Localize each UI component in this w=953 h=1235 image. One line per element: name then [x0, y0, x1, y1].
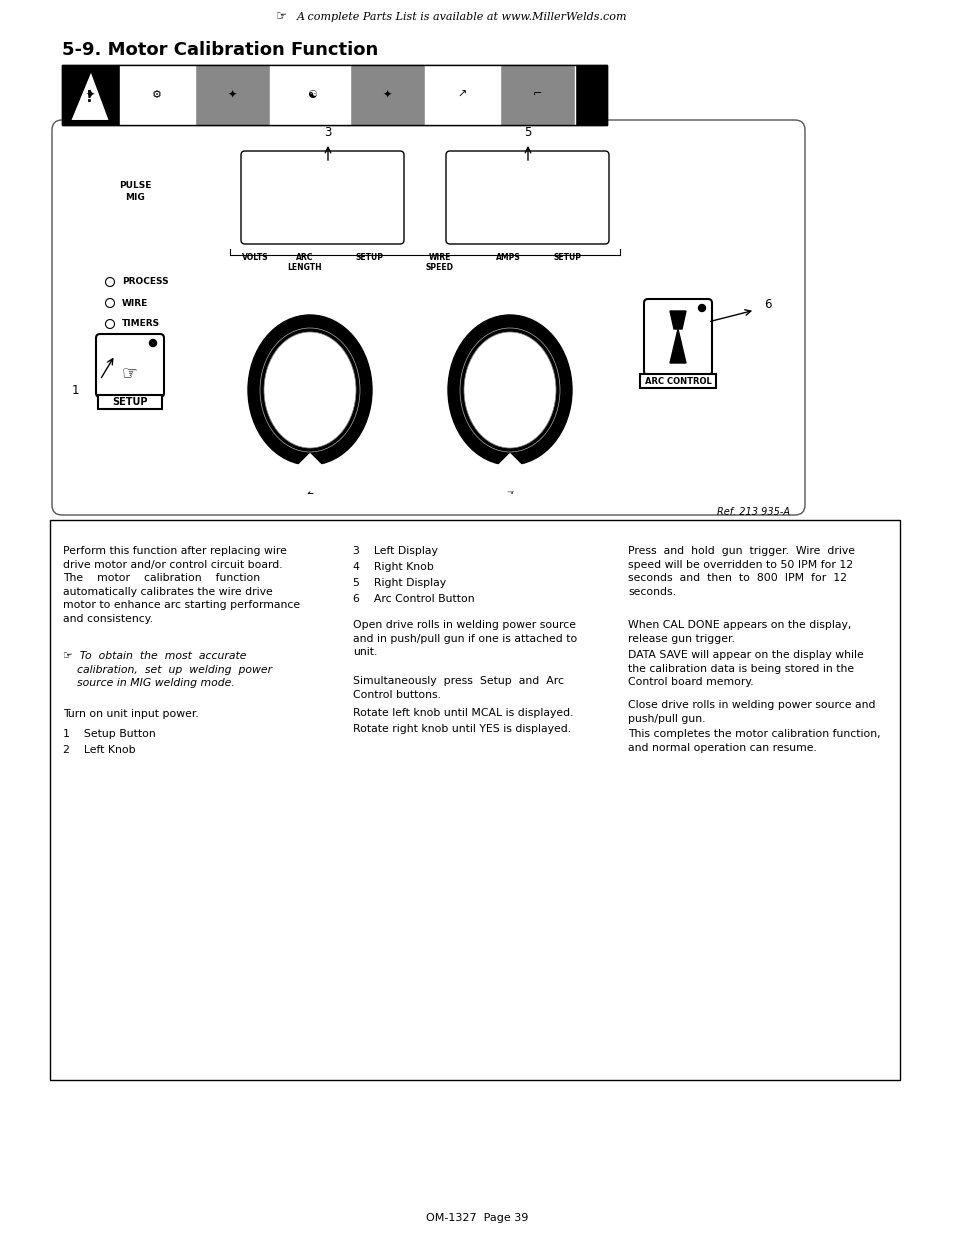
Text: ☞: ☞	[276, 11, 287, 23]
Text: SETUP: SETUP	[355, 253, 384, 262]
Bar	[194, 65, 270, 125]
Text: ✦: ✦	[382, 90, 392, 100]
Text: 1    Setup Button: 1 Setup Button	[63, 729, 155, 739]
Polygon shape	[70, 70, 110, 121]
Text: ✦: ✦	[227, 90, 236, 100]
Text: 6: 6	[763, 299, 771, 311]
FancyBboxPatch shape	[643, 299, 711, 375]
Text: This completes the motor calibration function,
and normal operation can resume.: This completes the motor calibration fun…	[627, 729, 880, 752]
Bar	[120, 65, 194, 125]
Text: AMPS: AMPS	[496, 253, 519, 262]
Bar	[62, 65, 606, 125]
Circle shape	[106, 299, 114, 308]
Text: A complete Parts List is available at www.MillerWelds.com: A complete Parts List is available at ww…	[296, 12, 627, 22]
Text: ↗: ↗	[456, 90, 466, 100]
Text: OM-1327  Page 39: OM-1327 Page 39	[425, 1213, 528, 1223]
FancyBboxPatch shape	[96, 333, 164, 396]
Wedge shape	[483, 453, 536, 492]
Text: WIRE: WIRE	[122, 299, 148, 308]
Text: ⚙: ⚙	[152, 90, 162, 100]
Text: ⌐: ⌐	[532, 90, 541, 100]
Bar	[270, 65, 350, 125]
Ellipse shape	[264, 332, 355, 448]
Text: 4    Right Knob: 4 Right Knob	[353, 562, 434, 572]
Text: Turn on unit input power.: Turn on unit input power.	[63, 709, 198, 719]
Text: When CAL DONE appears on the display,
release gun trigger.: When CAL DONE appears on the display, re…	[627, 620, 850, 643]
Text: PULSE: PULSE	[119, 180, 151, 189]
Text: DATA SAVE will appear on the display while
the calibration data is being stored : DATA SAVE will appear on the display whi…	[627, 650, 862, 687]
Text: 2    Left Knob: 2 Left Knob	[63, 745, 135, 755]
Text: WIRE
SPEED: WIRE SPEED	[426, 253, 454, 273]
Polygon shape	[669, 311, 685, 329]
Text: MIG: MIG	[125, 193, 145, 201]
Text: SETUP: SETUP	[112, 396, 148, 408]
Bar	[98, 395, 162, 409]
Text: ARC CONTROL: ARC CONTROL	[644, 377, 711, 385]
Text: 4: 4	[506, 483, 514, 496]
Text: SETUP: SETUP	[554, 253, 581, 262]
Text: ✦: ✦	[85, 90, 94, 100]
Text: 2: 2	[306, 483, 314, 496]
Text: ☞  To  obtain  the  most  accurate
    calibration,  set  up  welding  power
   : ☞ To obtain the most accurate calibratio…	[63, 651, 272, 688]
Text: ☞: ☞	[122, 364, 138, 382]
Text: ☯: ☯	[307, 90, 316, 100]
Circle shape	[698, 305, 705, 311]
Text: Simultaneously  press  Setup  and  Arc
Control buttons.: Simultaneously press Setup and Arc Contr…	[353, 676, 563, 699]
Text: Open drive rolls in welding power source
and in push/pull gun if one is attached: Open drive rolls in welding power source…	[353, 620, 577, 657]
Bar	[499, 65, 575, 125]
Text: 3: 3	[324, 126, 332, 138]
Text: ARC
LENGTH: ARC LENGTH	[288, 253, 322, 273]
Circle shape	[150, 340, 156, 347]
Polygon shape	[669, 329, 685, 363]
Text: 5-9. Motor Calibration Function: 5-9. Motor Calibration Function	[62, 41, 377, 59]
Ellipse shape	[248, 315, 372, 466]
Circle shape	[106, 320, 114, 329]
Bar	[639, 374, 716, 388]
Text: TIMERS: TIMERS	[122, 320, 160, 329]
Text: 1: 1	[71, 384, 79, 396]
Text: Ref. 213 935-A: Ref. 213 935-A	[717, 508, 789, 517]
Text: Rotate left knob until MCAL is displayed.: Rotate left knob until MCAL is displayed…	[353, 708, 573, 718]
Text: Rotate right knob until YES is displayed.: Rotate right knob until YES is displayed…	[353, 724, 571, 734]
Text: !: !	[86, 90, 92, 105]
FancyBboxPatch shape	[446, 151, 608, 245]
Ellipse shape	[463, 332, 556, 448]
Text: Press  and  hold  gun  trigger.  Wire  drive
speed will be overridden to 50 IPM : Press and hold gun trigger. Wire drive s…	[627, 546, 854, 597]
Text: Perform this function after replacing wire
drive motor and/or control circuit bo: Perform this function after replacing wi…	[63, 546, 300, 624]
Wedge shape	[283, 453, 336, 492]
Circle shape	[106, 278, 114, 287]
Bar	[62, 65, 606, 125]
Text: 5    Right Display: 5 Right Display	[353, 578, 446, 588]
Text: 6    Arc Control Button: 6 Arc Control Button	[353, 594, 475, 604]
Bar	[424, 65, 499, 125]
Text: 5: 5	[524, 126, 531, 138]
Text: VOLTS: VOLTS	[241, 253, 268, 262]
Text: 3    Left Display: 3 Left Display	[353, 546, 437, 556]
Bar	[50, 520, 899, 1079]
FancyBboxPatch shape	[241, 151, 403, 245]
Text: Close drive rolls in welding power source and
push/pull gun.: Close drive rolls in welding power sourc…	[627, 700, 875, 724]
FancyBboxPatch shape	[52, 120, 804, 515]
Ellipse shape	[448, 315, 572, 466]
Text: PROCESS: PROCESS	[122, 278, 169, 287]
Bar	[350, 65, 424, 125]
